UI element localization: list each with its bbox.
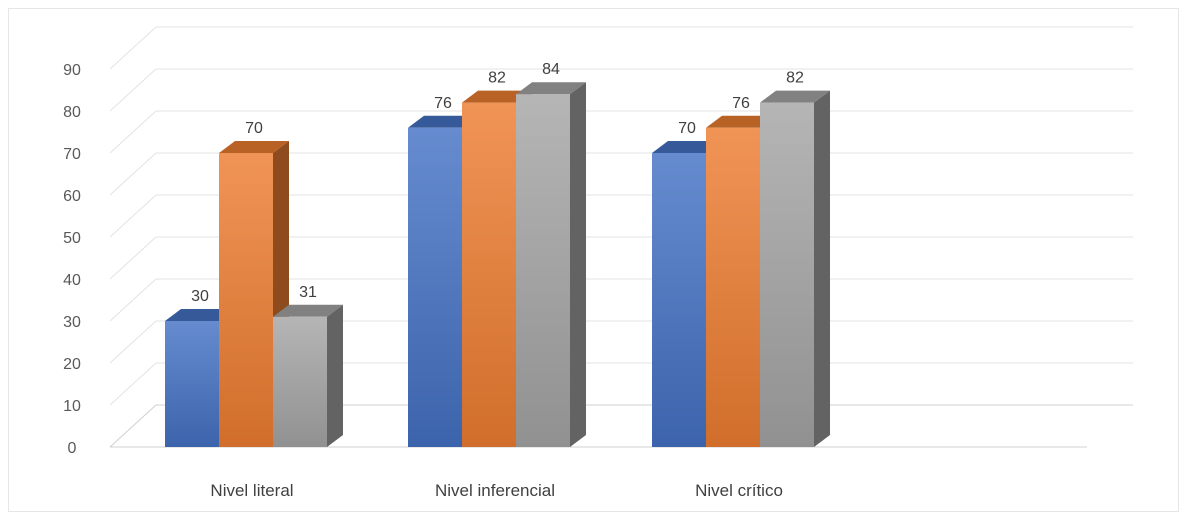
data-label: 76 <box>732 95 750 112</box>
bar-top <box>219 141 289 153</box>
bar <box>516 94 570 447</box>
bar-side <box>570 82 586 447</box>
bars <box>165 82 830 448</box>
gridline-side <box>109 68 157 112</box>
category-label: Nivel crítico <box>695 481 783 500</box>
category-label: Nivel literal <box>210 481 293 500</box>
gridline-side <box>109 236 157 280</box>
gridline-side <box>109 152 157 196</box>
y-tick-label: 80 <box>63 104 81 121</box>
gridline-side <box>109 194 157 238</box>
y-tick-label: 60 <box>63 188 81 205</box>
bar-top <box>760 90 830 103</box>
bar-side <box>327 304 343 447</box>
bar <box>273 316 327 447</box>
y-tick-label: 40 <box>63 272 81 289</box>
category-label: Nivel inferencial <box>435 481 555 500</box>
y-tick-label: 0 <box>68 440 77 457</box>
gridline-side <box>109 320 157 364</box>
category-labels: Nivel literal Nivel inferencial Nivel crít… <box>210 481 783 500</box>
data-label: 76 <box>434 95 452 112</box>
bar-top <box>165 309 235 321</box>
data-label: 82 <box>786 70 804 87</box>
data-label: 82 <box>488 70 506 87</box>
bar-top <box>516 82 586 95</box>
y-tick-label: 30 <box>63 314 81 331</box>
bar <box>219 153 273 447</box>
y-tick-label: 50 <box>63 230 81 247</box>
data-label: 84 <box>542 61 560 78</box>
gridline-side <box>109 404 157 448</box>
bar <box>652 153 706 447</box>
bar-top <box>273 304 343 317</box>
gridline-side <box>109 278 157 322</box>
gridline-side <box>109 110 157 154</box>
data-label: 31 <box>299 284 317 301</box>
data-label: 30 <box>191 288 209 305</box>
bar-side <box>814 90 830 447</box>
y-tick-label: 20 <box>63 356 81 373</box>
y-tick-label: 90 <box>63 62 81 79</box>
gridline-side <box>109 26 157 70</box>
y-axis-ticks: 0 10 20 30 40 50 60 70 80 90 <box>63 62 81 457</box>
data-label: 70 <box>678 120 696 137</box>
bar-top <box>408 115 478 128</box>
bar <box>165 321 219 447</box>
bar <box>462 102 516 447</box>
bar <box>408 127 462 448</box>
bar-top <box>462 90 532 103</box>
data-labels: 30 70 31 76 82 84 70 76 82 <box>191 61 804 305</box>
y-tick-label: 10 <box>63 398 81 415</box>
y-tick-label: 70 <box>63 146 81 163</box>
bar-top <box>706 115 776 128</box>
bar <box>706 127 760 448</box>
bar <box>760 102 814 447</box>
gridline-side <box>109 362 157 406</box>
bar-top <box>652 141 722 153</box>
data-label: 70 <box>245 120 263 137</box>
